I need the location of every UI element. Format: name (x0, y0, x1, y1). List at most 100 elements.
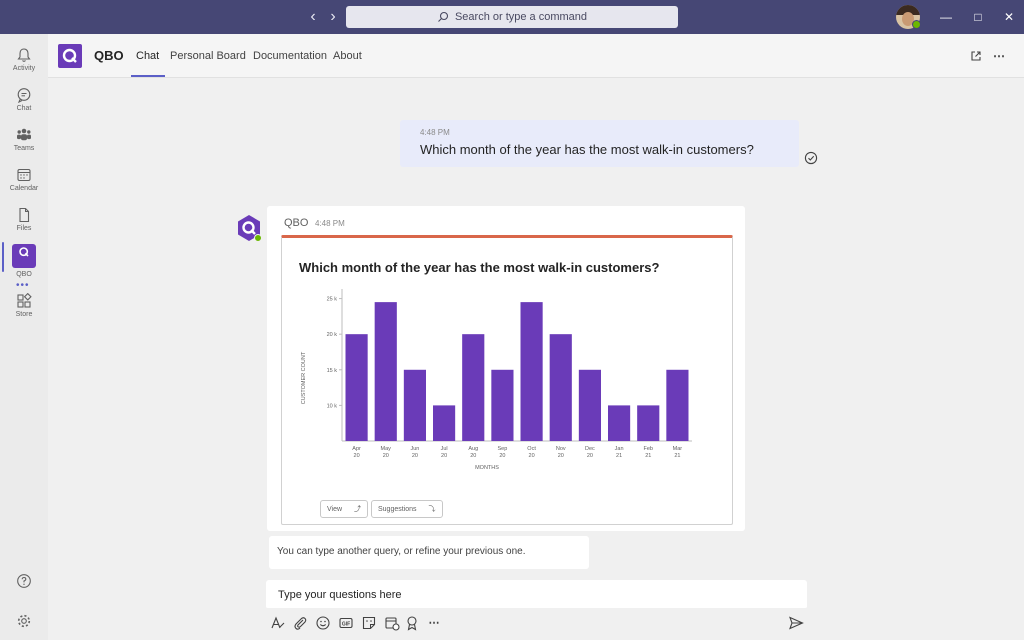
y-axis-title: CUSTOMER COUNT (301, 351, 307, 404)
x-tick-label: May (381, 446, 392, 452)
x-tick-label: 21 (645, 453, 651, 459)
x-tick-label: 20 (441, 453, 447, 459)
x-tick-label: 20 (354, 453, 360, 459)
bot-presence-icon (254, 234, 262, 242)
bar (520, 302, 543, 441)
rail-label: Store (15, 311, 33, 318)
y-tick-label: 15 k (327, 368, 338, 374)
bar (345, 334, 368, 441)
more-options-icon[interactable]: ⋯ (993, 49, 1005, 63)
emoji-icon[interactable] (315, 615, 331, 631)
calendar-icon (17, 168, 31, 182)
view-label: View (327, 505, 343, 513)
store-icon (17, 293, 32, 308)
bar (578, 369, 601, 441)
rail-item-chat[interactable]: Chat (0, 84, 48, 122)
rail-label: Calendar (9, 185, 39, 192)
bar (491, 369, 514, 441)
active-tab-indicator (131, 75, 165, 77)
title-bar: ‹ › Search or type a command — □ ✕ (0, 0, 1024, 34)
x-tick-label: Jan (615, 446, 624, 452)
app-header: QBO Chat Personal Board Documentation Ab… (48, 34, 1024, 78)
qbo-app-icon (12, 244, 36, 268)
chat-icon (17, 88, 31, 103)
tab-chat[interactable]: Chat (136, 50, 160, 62)
rail-label: Files (16, 225, 32, 232)
presence-available-icon (912, 20, 921, 29)
y-tick-label: 25 k (327, 297, 338, 303)
x-axis-title: MONTHS (475, 465, 499, 471)
file-icon (19, 207, 30, 223)
rail-item-store[interactable]: Store (0, 290, 48, 328)
attach-icon[interactable] (292, 615, 308, 631)
app-rail: Activity Chat Teams Calendar Files QBO •… (0, 34, 48, 640)
tab-personal-board[interactable]: Personal Board (170, 50, 246, 62)
rail-item-files[interactable]: Files (0, 204, 48, 242)
app-title: QBO (94, 48, 124, 63)
bar (549, 334, 572, 441)
view-button[interactable]: View ⤴ (320, 500, 369, 518)
rail-item-calendar[interactable]: Calendar (0, 164, 48, 202)
tab-about[interactable]: About (333, 50, 362, 62)
bell-icon (17, 48, 31, 62)
settings-button[interactable] (0, 610, 48, 640)
bar (374, 302, 397, 441)
help-icon (17, 574, 31, 588)
back-arrow-icon[interactable]: ‹ (310, 8, 316, 25)
x-tick-label: 20 (587, 453, 593, 459)
more-apps-icon[interactable]: ••• (16, 280, 30, 291)
sticker-icon[interactable] (361, 615, 377, 631)
message-text: Which month of the year has the most wal… (420, 142, 754, 157)
x-tick-label: 21 (674, 453, 680, 459)
schedule-meeting-icon[interactable] (384, 615, 400, 631)
x-tick-label: Dec (585, 446, 595, 452)
search-input[interactable]: Search or type a command (346, 6, 678, 28)
more-actions-icon[interactable]: ⋯ (428, 617, 440, 629)
send-icon[interactable] (788, 615, 804, 631)
x-tick-label: 20 (412, 453, 418, 459)
y-tick-label: 20 k (327, 332, 338, 338)
y-tick-label: 10 k (327, 403, 338, 409)
x-tick-label: Apr (352, 446, 361, 452)
chat-area: 4:48 PM Which month of the year has the … (48, 79, 1024, 640)
bar (462, 334, 485, 441)
rail-item-qbo[interactable]: QBO (0, 241, 48, 281)
x-tick-label: 20 (499, 453, 505, 459)
popout-icon[interactable] (969, 49, 983, 63)
hint-message: You can type another query, or refine yo… (269, 536, 589, 569)
forward-arrow-icon[interactable]: › (330, 8, 336, 25)
user-message: 4:48 PM Which month of the year has the … (400, 120, 799, 167)
gear-icon (17, 614, 31, 628)
bar (637, 405, 660, 441)
rail-label: Activity (12, 65, 36, 72)
suggestions-label: Suggestions (378, 505, 417, 513)
praise-icon[interactable] (404, 615, 420, 631)
rail-label: Teams (13, 145, 35, 152)
x-tick-label: Sep (498, 446, 508, 452)
x-tick-label: 20 (558, 453, 564, 459)
avatar[interactable] (896, 5, 920, 29)
minimize-icon[interactable]: — (940, 10, 952, 24)
rail-item-activity[interactable]: Activity (0, 44, 48, 82)
bar (403, 369, 426, 441)
teams-icon (17, 128, 31, 141)
gif-icon[interactable]: GIF (338, 615, 354, 631)
bar (666, 369, 689, 441)
format-icon[interactable] (270, 615, 286, 631)
message-composer[interactable]: Type your questions here (266, 580, 807, 610)
suggestions-button[interactable]: Suggestions ⤵ (371, 500, 443, 518)
x-tick-label: 20 (470, 453, 476, 459)
x-tick-label: 20 (383, 453, 389, 459)
bot-message: QBO 4:48 PM Which month of the year has … (267, 206, 745, 531)
svg-text:GIF: GIF (342, 621, 350, 627)
maximize-icon[interactable]: □ (974, 10, 982, 24)
help-button[interactable] (0, 570, 48, 608)
close-icon[interactable]: ✕ (1003, 10, 1015, 24)
tab-documentation[interactable]: Documentation (253, 50, 327, 62)
read-receipt-icon (804, 151, 818, 165)
x-tick-label: 20 (529, 453, 535, 459)
x-tick-label: Oct (527, 446, 536, 452)
rail-item-teams[interactable]: Teams (0, 124, 48, 162)
x-tick-label: Feb (644, 446, 653, 452)
x-tick-label: Nov (556, 446, 566, 452)
